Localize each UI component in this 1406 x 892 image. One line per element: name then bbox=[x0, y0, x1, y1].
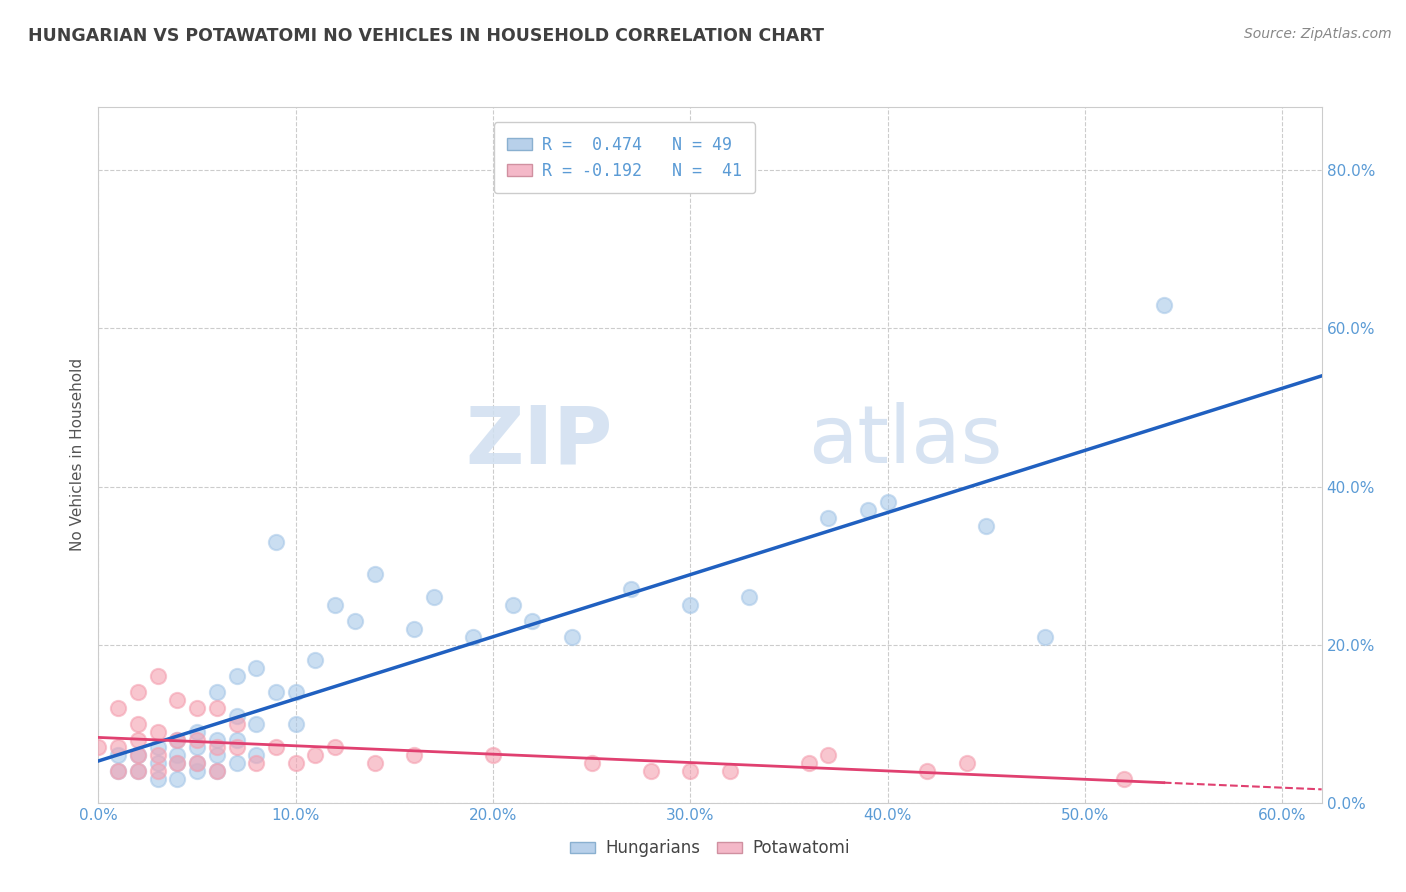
Point bbox=[127, 685, 149, 699]
Point bbox=[127, 764, 149, 779]
Point bbox=[166, 732, 188, 747]
Point bbox=[738, 591, 761, 605]
Text: Source: ZipAtlas.com: Source: ZipAtlas.com bbox=[1244, 27, 1392, 41]
Point bbox=[561, 630, 583, 644]
Point bbox=[915, 764, 938, 779]
Point bbox=[205, 701, 228, 715]
Point bbox=[363, 566, 385, 581]
Point bbox=[245, 748, 267, 763]
Point bbox=[225, 756, 247, 771]
Point bbox=[679, 598, 702, 612]
Point bbox=[284, 756, 307, 771]
Point bbox=[146, 748, 169, 763]
Point bbox=[225, 732, 247, 747]
Point bbox=[264, 534, 287, 549]
Point bbox=[955, 756, 977, 771]
Point bbox=[323, 598, 346, 612]
Point bbox=[205, 764, 228, 779]
Point bbox=[363, 756, 385, 771]
Point bbox=[87, 740, 110, 755]
Point bbox=[581, 756, 603, 771]
Point bbox=[186, 764, 208, 779]
Point bbox=[463, 630, 485, 644]
Point bbox=[107, 764, 129, 779]
Point bbox=[225, 708, 247, 723]
Point bbox=[245, 756, 267, 771]
Point bbox=[146, 724, 169, 739]
Point bbox=[166, 693, 188, 707]
Text: HUNGARIAN VS POTAWATOMI NO VEHICLES IN HOUSEHOLD CORRELATION CHART: HUNGARIAN VS POTAWATOMI NO VEHICLES IN H… bbox=[28, 27, 824, 45]
Point bbox=[166, 732, 188, 747]
Point bbox=[186, 724, 208, 739]
Point bbox=[817, 748, 839, 763]
Point bbox=[225, 716, 247, 731]
Point bbox=[205, 740, 228, 755]
Point bbox=[166, 772, 188, 786]
Point bbox=[1153, 298, 1175, 312]
Point bbox=[146, 772, 169, 786]
Point bbox=[640, 764, 662, 779]
Point bbox=[205, 764, 228, 779]
Point bbox=[107, 748, 129, 763]
Point bbox=[166, 756, 188, 771]
Point bbox=[1035, 630, 1057, 644]
Point bbox=[264, 740, 287, 755]
Point bbox=[186, 740, 208, 755]
Point bbox=[107, 701, 129, 715]
Point bbox=[284, 716, 307, 731]
Point bbox=[146, 764, 169, 779]
Point bbox=[205, 732, 228, 747]
Point bbox=[502, 598, 524, 612]
Point bbox=[245, 716, 267, 731]
Point bbox=[343, 614, 366, 628]
Point bbox=[205, 748, 228, 763]
Point bbox=[817, 511, 839, 525]
Point bbox=[1114, 772, 1136, 786]
Point bbox=[245, 661, 267, 675]
Point bbox=[166, 756, 188, 771]
Point bbox=[127, 764, 149, 779]
Point bbox=[186, 756, 208, 771]
Point bbox=[146, 669, 169, 683]
Y-axis label: No Vehicles in Household: No Vehicles in Household bbox=[69, 359, 84, 551]
Point bbox=[166, 748, 188, 763]
Point bbox=[679, 764, 702, 779]
Point bbox=[620, 582, 643, 597]
Point bbox=[127, 748, 149, 763]
Point bbox=[404, 748, 426, 763]
Point bbox=[718, 764, 741, 779]
Legend: Hungarians, Potawatomi: Hungarians, Potawatomi bbox=[564, 833, 856, 864]
Point bbox=[225, 669, 247, 683]
Point bbox=[127, 732, 149, 747]
Point bbox=[423, 591, 446, 605]
Point bbox=[876, 495, 898, 509]
Point bbox=[522, 614, 544, 628]
Point bbox=[974, 519, 997, 533]
Point bbox=[482, 748, 505, 763]
Point bbox=[107, 764, 129, 779]
Text: atlas: atlas bbox=[808, 402, 1002, 480]
Point bbox=[186, 756, 208, 771]
Point bbox=[225, 740, 247, 755]
Point bbox=[107, 740, 129, 755]
Point bbox=[205, 685, 228, 699]
Point bbox=[797, 756, 820, 771]
Point bbox=[304, 653, 326, 667]
Point bbox=[304, 748, 326, 763]
Point bbox=[404, 622, 426, 636]
Point bbox=[186, 701, 208, 715]
Point bbox=[284, 685, 307, 699]
Point bbox=[856, 503, 879, 517]
Text: ZIP: ZIP bbox=[465, 402, 612, 480]
Point bbox=[186, 732, 208, 747]
Point bbox=[146, 756, 169, 771]
Point bbox=[127, 716, 149, 731]
Point bbox=[264, 685, 287, 699]
Point bbox=[127, 748, 149, 763]
Point bbox=[146, 740, 169, 755]
Point bbox=[323, 740, 346, 755]
